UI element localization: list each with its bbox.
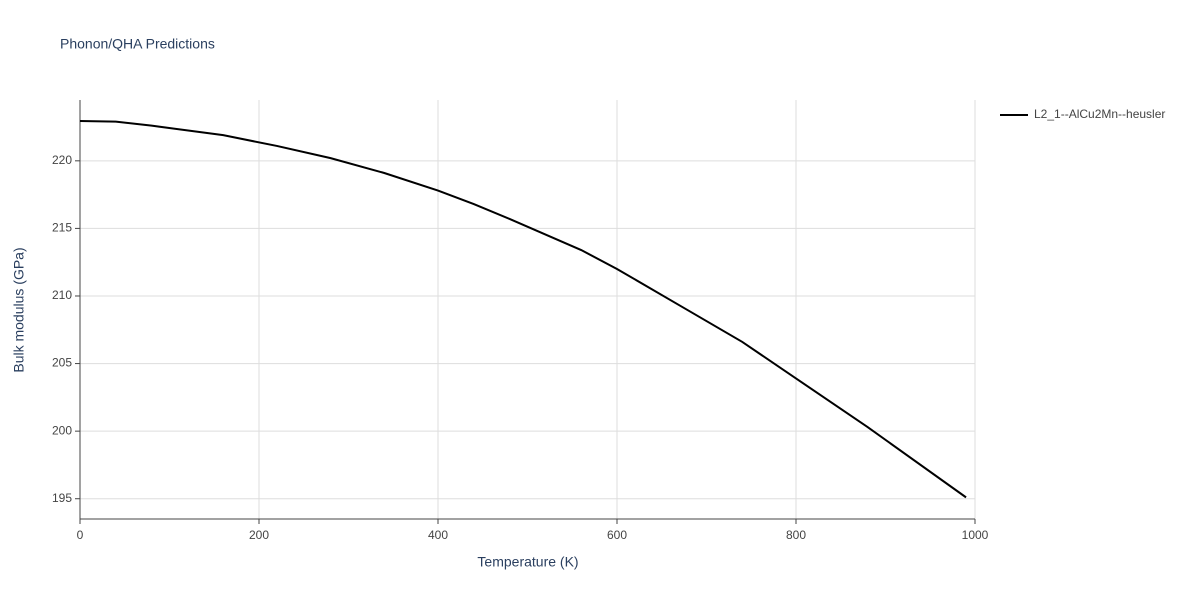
x-tick-label: 0 bbox=[77, 528, 84, 542]
y-tick-label: 210 bbox=[52, 288, 72, 302]
x-tick-label: 600 bbox=[607, 528, 627, 542]
legend-label: L2_1--AlCu2Mn--heusler bbox=[1034, 107, 1165, 121]
x-tick-label: 1000 bbox=[962, 528, 989, 542]
y-tick-label: 205 bbox=[52, 356, 72, 370]
x-tick-label: 800 bbox=[786, 528, 806, 542]
y-tick-label: 195 bbox=[52, 491, 72, 505]
y-tick-label: 220 bbox=[52, 153, 72, 167]
chart-title: Phonon/QHA Predictions bbox=[60, 36, 215, 52]
x-axis-title: Temperature (K) bbox=[477, 554, 578, 570]
y-axis-title: Bulk modulus (GPa) bbox=[11, 247, 27, 372]
y-tick-label: 200 bbox=[52, 423, 72, 437]
y-tick-label: 215 bbox=[52, 221, 72, 235]
line-series bbox=[79, 119, 967, 499]
x-tick-label: 200 bbox=[249, 528, 269, 542]
x-tick-label: 400 bbox=[428, 528, 448, 542]
